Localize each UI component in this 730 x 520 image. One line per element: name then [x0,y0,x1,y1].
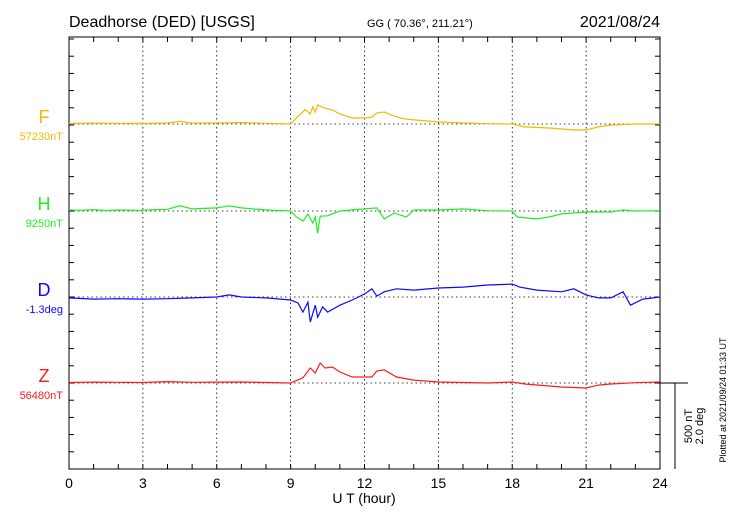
x-tick-label: 18 [504,475,520,491]
x-tick-label: 6 [213,475,221,491]
series-group: F 57230nT H 9250nT D -1.3deg Z 56480nT [20,104,661,402]
baseline-value-label: 9250nT [26,218,64,230]
trace-f [68,104,660,131]
scale-deg: 2.0 deg [694,408,706,445]
x-tick-label: 3 [139,475,147,491]
baseline-value-label: -1.3deg [26,304,63,316]
component-label: F [39,107,50,127]
scale-nt: 500 nT [683,409,695,444]
x-tick-label: 15 [431,475,447,491]
trace-d [68,283,661,323]
component-label: Z [39,366,50,386]
grid [142,37,587,469]
baseline-value-label: 57230nT [20,131,64,143]
x-tick-labels: 0 3 6 9 12 15 18 21 24 [65,475,668,491]
station-title: Deadhorse (DED) [USGS] [69,14,255,31]
component-label: H [38,194,51,214]
trace-z [68,361,661,389]
x-tick-label: 21 [578,475,594,491]
coordinates: GG ( 70.36°, 211.21°) [367,18,473,30]
baseline-value-label: 56480nT [20,390,64,402]
trace-h [68,205,661,234]
component-label: D [38,280,51,300]
x-tick-label: 0 [65,475,73,491]
x-axis-label: U T (hour) [332,490,395,506]
date: 2021/08/24 [580,14,660,31]
x-tick-label: 24 [652,475,668,491]
x-tick-label: 12 [357,475,373,491]
x-tick-label: 9 [287,475,295,491]
plotted-at: Plotted at 2021/09/24 01:33 UT [718,337,728,463]
